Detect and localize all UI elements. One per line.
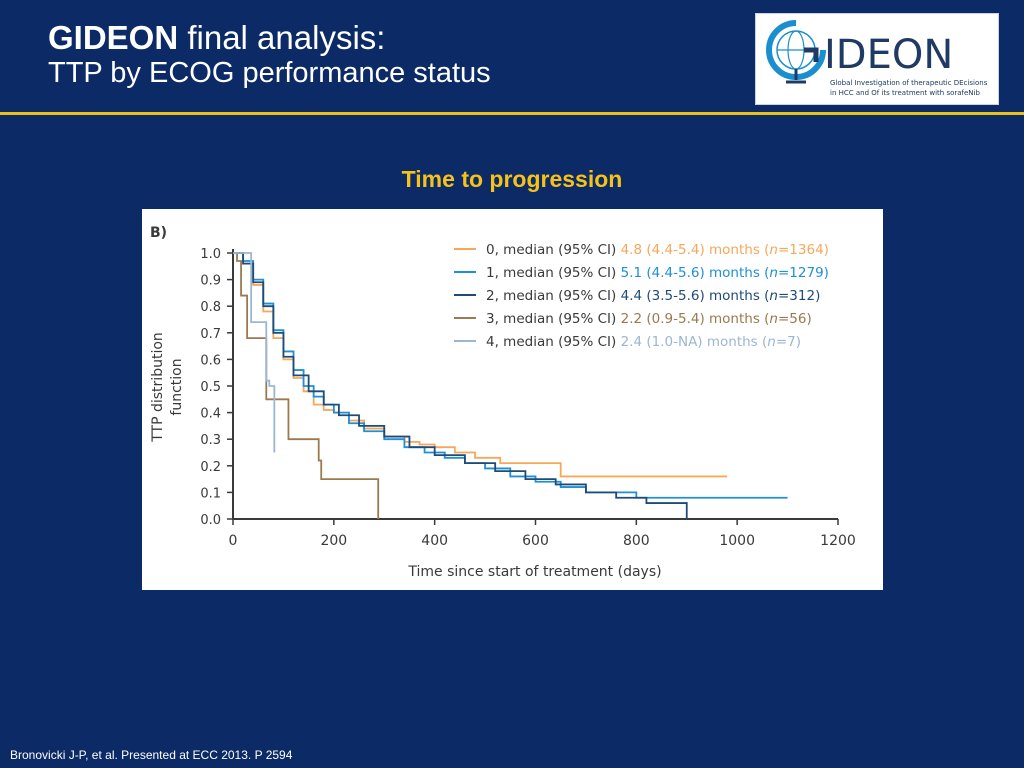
y-tick-label: 0.6: [200, 353, 221, 368]
slide-title-rest: final analysis:: [178, 19, 386, 56]
y-axis-label-line2: function: [169, 358, 185, 415]
logo-tagline-1: Global Investigation of therapeutic DEci…: [830, 79, 988, 87]
gideon-logo-graphic: IDEON Global Investigation of therapeuti…: [766, 19, 988, 97]
legend-text: =7): [776, 334, 801, 350]
y-tick-label: 1.0: [200, 247, 221, 262]
legend-text: =1279): [778, 265, 829, 281]
logo-wordmark: IDEON: [824, 32, 953, 78]
y-tick-label: 0.5: [200, 380, 221, 395]
y-axis-label-line1: TTP distribution: [150, 332, 166, 443]
chart-panel: B) 0.0 0.1 0.2 0.3 0.4 0.5 0.6 0.7 0.8 0.9 1.0 0 200…: [142, 209, 883, 590]
legend-text: 2.4 (1.0-NA) months (: [621, 334, 768, 350]
x-tick-label: 400: [421, 533, 448, 549]
footer-citation: Bronovicki J-P, et al. Presented at ECC …: [10, 748, 293, 762]
legend-text: 1, median (95% CI): [486, 265, 621, 281]
x-tick-label: 800: [623, 533, 650, 549]
ttp-chart: B) 0.0 0.1 0.2 0.3 0.4 0.5 0.6 0.7 0.8 0.9 1.0 0 200…: [150, 225, 856, 580]
y-tick-label: 0.3: [200, 433, 221, 448]
x-tick-label: 600: [522, 533, 549, 549]
y-tick-label: 0.8: [200, 300, 221, 315]
slide-title: GIDEON final analysis:: [48, 20, 491, 56]
legend-text: =1364): [778, 242, 829, 258]
panel-label: B): [150, 225, 167, 241]
legend-text: n: [769, 311, 778, 327]
legend-text: 4.8 (4.4-5.4) months (: [621, 242, 770, 258]
legend-entry: 3, median (95% CI) 2.2 (0.9-5.4) months …: [486, 311, 812, 327]
y-tick-label: 0.2: [200, 460, 221, 475]
legend-text: 3, median (95% CI): [486, 311, 621, 327]
legend-text: 0, median (95% CI): [486, 242, 621, 258]
logo-tagline-2: in HCC and Of its treatment with sorafeN…: [830, 89, 980, 97]
legend-text: n: [769, 265, 778, 281]
legend-text: 4.4 (3.5-5.6) months (: [621, 288, 770, 304]
legend-entry: 2, median (95% CI) 4.4 (3.5-5.6) months …: [486, 288, 820, 304]
legend-entry: 4, median (95% CI) 2.4 (1.0-NA) months (…: [486, 334, 801, 350]
series-2-line: [233, 252, 688, 519]
legend-text: 2, median (95% CI): [486, 288, 621, 304]
legend-text: n: [767, 334, 776, 350]
gideon-logo: IDEON Global Investigation of therapeuti…: [755, 13, 999, 105]
legend-text: 4, median (95% CI): [486, 334, 621, 350]
legend-entry: 1, median (95% CI) 5.1 (4.4-5.6) months …: [486, 265, 829, 281]
title-block: GIDEON final analysis: TTP by ECOG perfo…: [48, 20, 491, 90]
x-axis-label: Time since start of treatment (days): [407, 564, 661, 580]
legend-text: 5.1 (4.4-5.6) months (: [621, 265, 770, 281]
legend-text: =312): [778, 288, 820, 304]
series-0-line: [233, 252, 728, 478]
y-tick-label: 0.7: [200, 327, 221, 342]
slide-title-bold: GIDEON: [48, 19, 179, 56]
legend-entry: 0, median (95% CI) 4.8 (4.4-5.4) months …: [486, 242, 829, 258]
legend-text: n: [769, 288, 778, 304]
legend-text: 2.2 (0.9-5.4) months (: [621, 311, 770, 327]
header-divider: [0, 112, 1024, 115]
x-tick-label: 1000: [719, 533, 755, 549]
legend-text: n: [769, 242, 778, 258]
series-3-line: [233, 252, 380, 519]
legend-text: =56): [778, 311, 812, 327]
x-tick-label: 200: [320, 533, 347, 549]
y-tick-label: 0.4: [200, 407, 221, 422]
slide-subtitle: TTP by ECOG performance status: [48, 57, 491, 89]
y-tick-label: 0.0: [200, 513, 221, 528]
x-tick-label: 1200: [820, 533, 856, 549]
x-tick-label: 0: [229, 533, 238, 549]
y-tick-label: 0.9: [200, 274, 221, 289]
series-4-line: [233, 252, 276, 453]
chart-heading: Time to progression: [401, 166, 623, 192]
y-tick-label: 0.1: [200, 486, 221, 501]
